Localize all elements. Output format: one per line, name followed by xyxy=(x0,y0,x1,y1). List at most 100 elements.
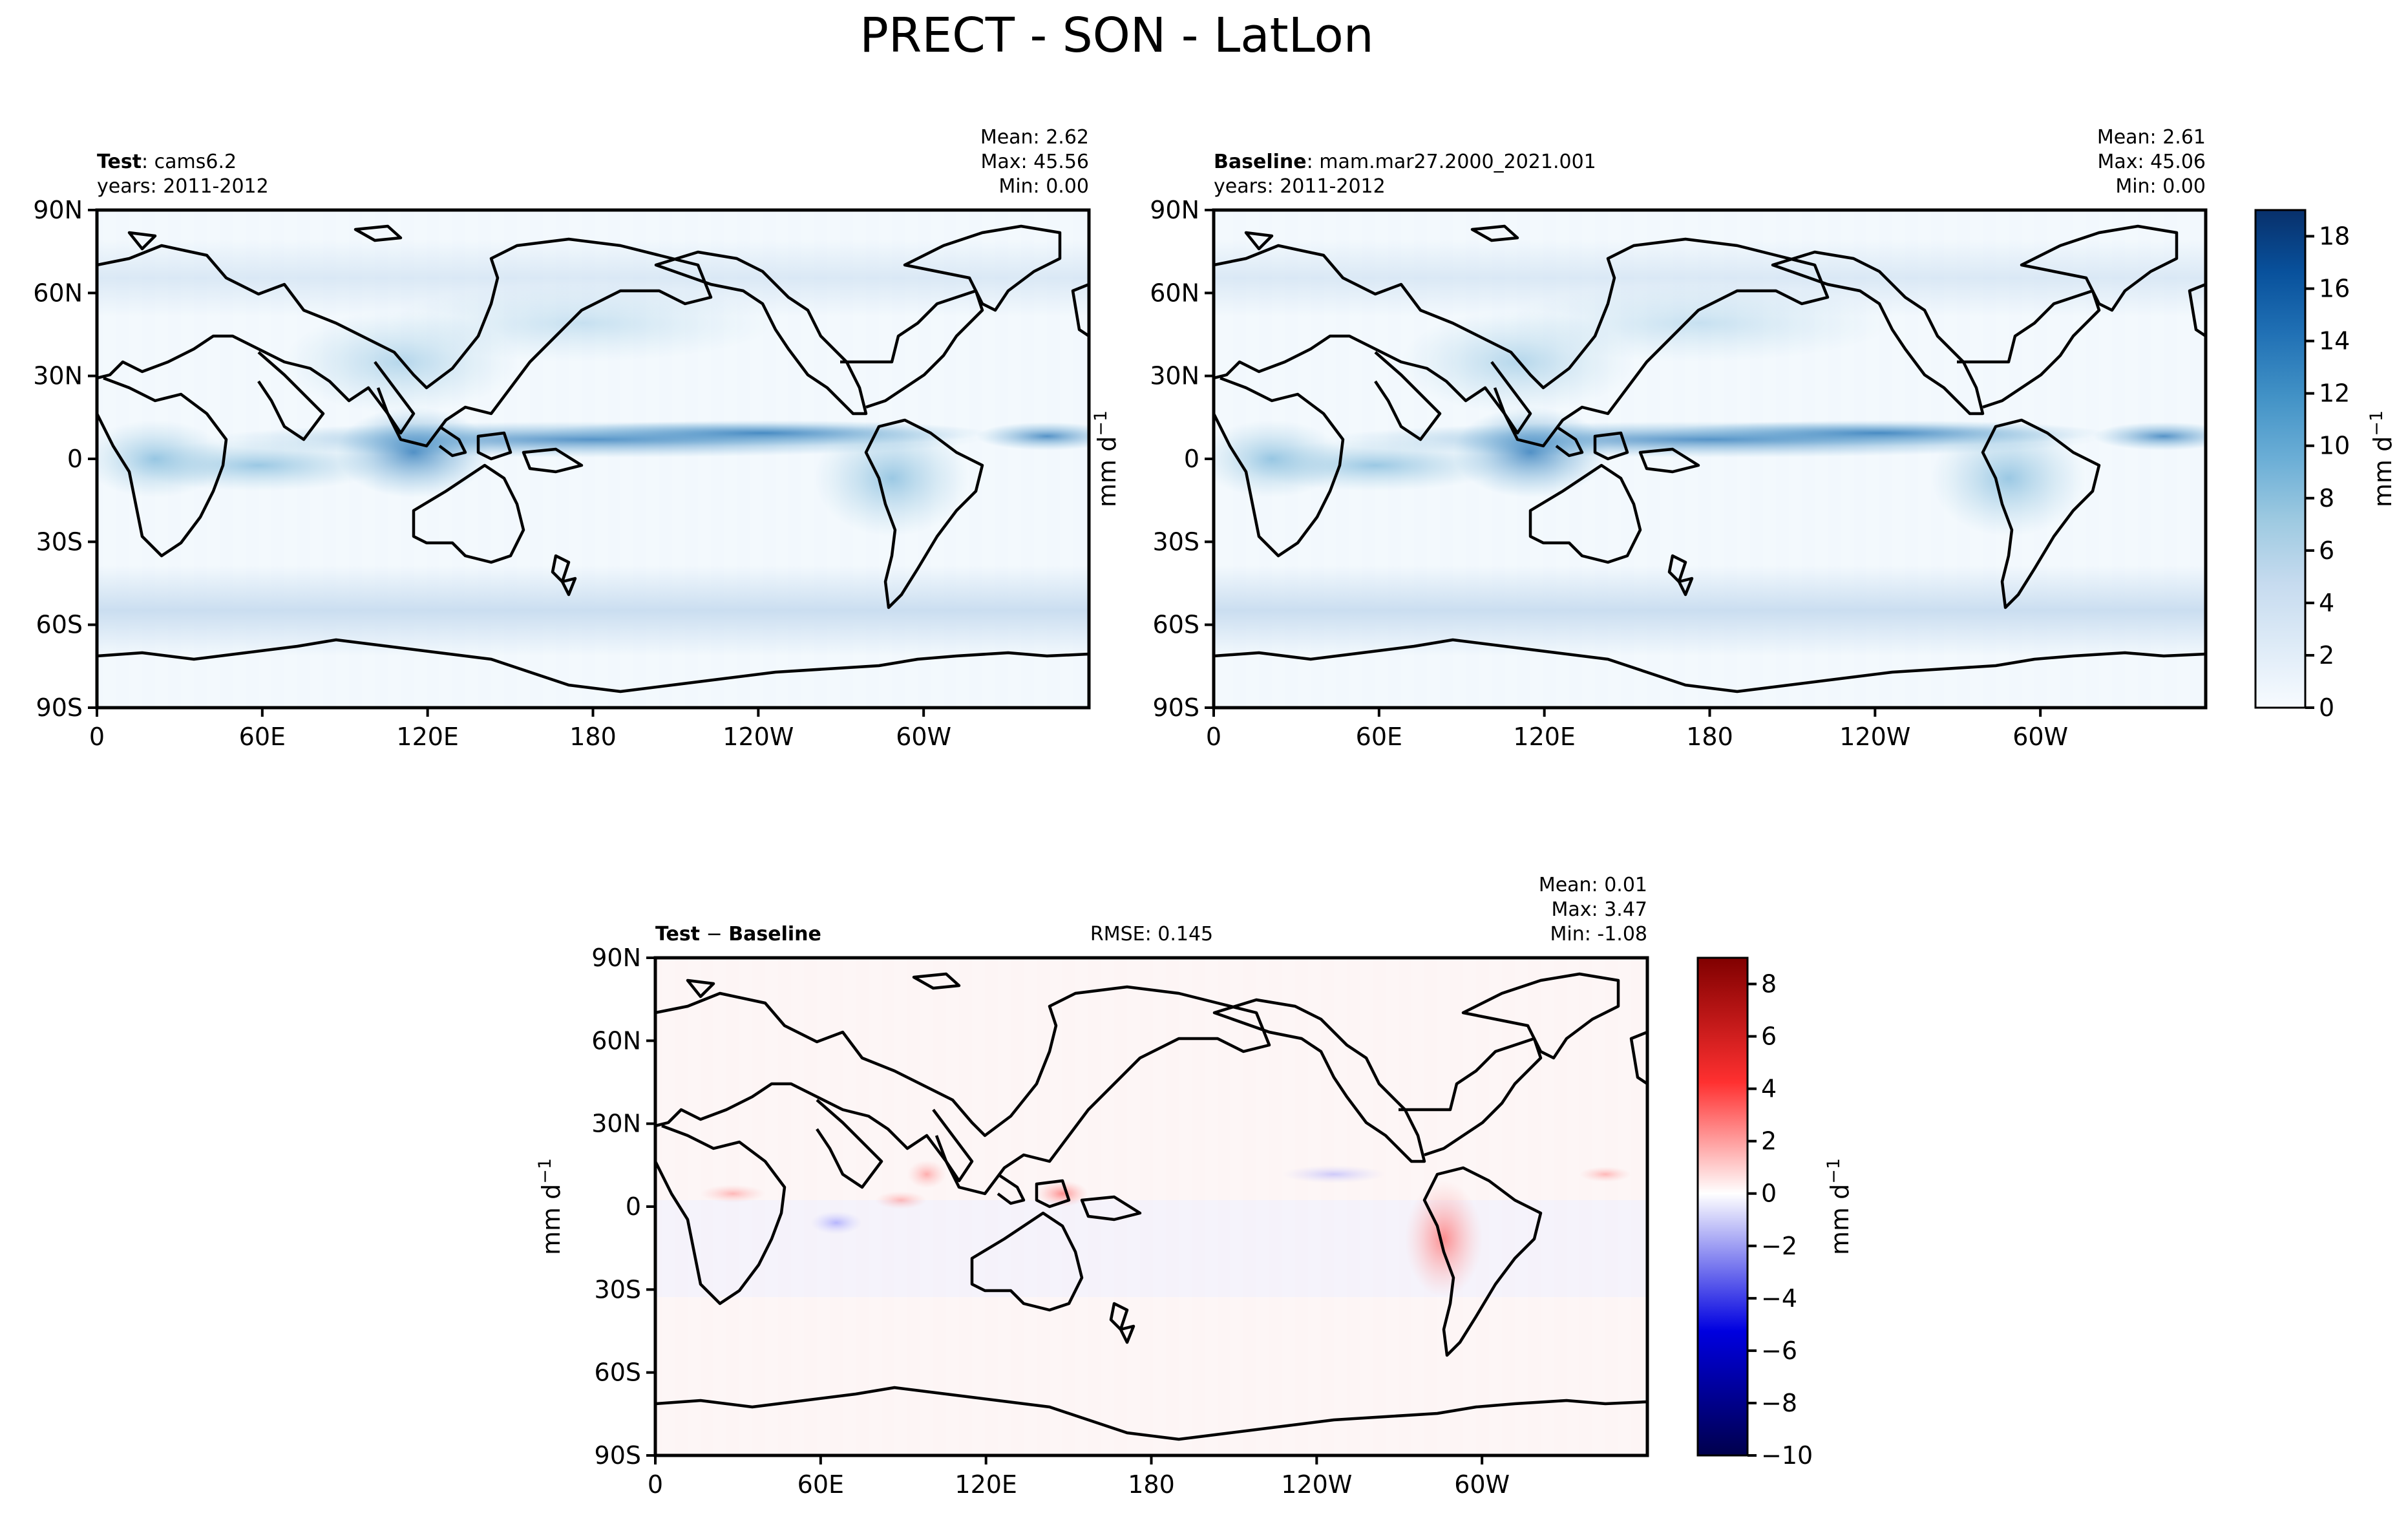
diff-cbar-tick-label: 2 xyxy=(1761,1127,1777,1156)
test-xtick-label: 120E xyxy=(396,723,459,751)
test-heatmap xyxy=(97,210,1089,708)
baseline-ytick-label: 60N xyxy=(1150,279,1199,307)
diff-y-axis: 90N 60N 30N 0 30S 60S 90S xyxy=(591,944,655,1470)
diff-cbar-tick-label: 0 xyxy=(1761,1179,1777,1208)
baseline-min: Min: 0.00 xyxy=(2115,175,2206,198)
test-years: years: 2011-2012 xyxy=(97,175,269,198)
precip-cbar-tick-label: 6 xyxy=(2319,536,2334,565)
diff-cbar-tick-label: −2 xyxy=(1761,1232,1797,1260)
diff-mean: Mean: 0.01 xyxy=(1539,874,1647,896)
diff-xtick-label: 180 xyxy=(1128,1470,1175,1499)
baseline-xtick-label: 60E xyxy=(1356,723,1402,751)
precip-cbar-tick-label: 14 xyxy=(2319,327,2350,355)
test-y-axis: 90N 60N 30N 0 30S 60S 90S xyxy=(33,196,97,722)
diff-colorbar-label: mm d−1 xyxy=(1824,1158,1854,1255)
baseline-max: Max: 45.06 xyxy=(2097,151,2206,173)
test-ytick-label: 30S xyxy=(36,527,83,556)
baseline-coastlines xyxy=(1214,224,2206,693)
test-x-axis: 0 60E 120E 180 120W 60W xyxy=(89,708,951,751)
diff-ytick-label: 30S xyxy=(595,1275,641,1304)
diff-cbar-tick-label: −8 xyxy=(1761,1389,1797,1417)
diff-heatmap xyxy=(655,958,1647,1455)
precip-colorbar-bar xyxy=(2254,209,2307,709)
diff-colorbar-ticks: −10 −8 −6 −4 −2 0 2 4 6 8 xyxy=(1748,970,1813,1470)
figure-title: PRECT - SON - LatLon xyxy=(860,8,1373,63)
diff-cbar-tick-label: 8 xyxy=(1761,970,1777,999)
baseline-xtick-label: 180 xyxy=(1686,723,1733,751)
baseline-heatmap xyxy=(1214,210,2206,708)
precip-colorbar-label: mm d−1 xyxy=(2367,410,2397,507)
test-max: Max: 45.56 xyxy=(980,151,1089,173)
diff-ytick-label: 90N xyxy=(591,944,641,972)
baseline-ytick-label: 90S xyxy=(1153,693,1199,722)
test-ylabel: mm d−1 xyxy=(1091,410,1121,507)
baseline-mean: Mean: 2.61 xyxy=(2097,126,2206,149)
test-xtick-label: 0 xyxy=(89,723,105,751)
baseline-label: Baseline: mam.mar27.2000_2021.001 xyxy=(1214,151,1596,173)
baseline-ytick-label: 90N xyxy=(1150,196,1199,224)
precip-cbar-tick-label: 8 xyxy=(2319,484,2334,513)
baseline-xtick-label: 0 xyxy=(1206,723,1221,751)
test-ytick-label: 90S xyxy=(36,693,83,722)
precip-cbar-tick-label: 10 xyxy=(2319,432,2350,460)
baseline-xtick-label: 120W xyxy=(1839,723,1910,751)
diff-xtick-label: 60W xyxy=(1454,1470,1510,1499)
test-label: Test: cams6.2 xyxy=(97,151,237,173)
diff-panel: Test − Baseline RMSE: 0.145 Mean: 0.01 M… xyxy=(535,874,1649,1499)
diff-xtick-label: 0 xyxy=(648,1470,663,1499)
baseline-panel: Baseline: mam.mar27.2000_2021.001 years:… xyxy=(1150,126,2208,751)
diff-x-axis: 0 60E 120E 180 120W 60W xyxy=(648,1455,1510,1499)
diff-colorbar-bar xyxy=(1696,957,1749,1457)
precip-cbar-tick-label: 4 xyxy=(2319,589,2334,617)
diff-cbar-tick-label: 6 xyxy=(1761,1022,1777,1051)
precip-cbar-tick-label: 16 xyxy=(2319,275,2350,303)
diff-cbar-tick-label: −4 xyxy=(1761,1284,1797,1313)
diff-cbar-tick-label: −10 xyxy=(1761,1441,1813,1470)
test-xtick-label: 60E xyxy=(239,723,286,751)
test-panel: Test: cams6.2 years: 2011-2012 Mean: 2.6… xyxy=(33,126,1121,751)
diff-ylabel: mm d−1 xyxy=(535,1158,565,1255)
diff-xtick-label: 120E xyxy=(955,1470,1017,1499)
diff-xtick-label: 60E xyxy=(797,1470,844,1499)
precip-cbar-tick-label: 12 xyxy=(2319,379,2350,408)
precip-colorbar-ticks: 0 2 4 6 8 10 12 14 16 18 xyxy=(2305,222,2350,722)
diff-cbar-tick-label: −6 xyxy=(1761,1337,1797,1365)
test-xtick-label: 180 xyxy=(569,723,617,751)
precip-colorbar: 0 2 4 6 8 10 12 14 16 18 mm d−1 xyxy=(2254,209,2397,722)
diff-colorbar: −10 −8 −6 −4 −2 0 2 4 6 8 mm d−1 xyxy=(1696,957,1854,1470)
diff-coastlines xyxy=(655,972,1647,1441)
precip-cbar-tick-label: 2 xyxy=(2319,641,2334,670)
precip-cbar-tick-label: 0 xyxy=(2319,693,2334,722)
baseline-years: years: 2011-2012 xyxy=(1214,175,1386,198)
diff-ytick-label: 30N xyxy=(591,1110,641,1138)
test-ytick-label: 60N xyxy=(33,279,83,307)
test-coastlines xyxy=(97,224,1089,693)
test-mean: Mean: 2.62 xyxy=(980,126,1089,149)
diff-cbar-tick-label: 4 xyxy=(1761,1075,1777,1103)
baseline-xtick-label: 60W xyxy=(2012,723,2068,751)
test-ytick-label: 30N xyxy=(33,362,83,390)
diff-xtick-label: 120W xyxy=(1281,1470,1352,1499)
diff-ytick-label: 90S xyxy=(595,1441,641,1470)
diff-rmse: RMSE: 0.145 xyxy=(1090,923,1213,946)
test-min: Min: 0.00 xyxy=(998,175,1089,198)
diff-min: Min: -1.08 xyxy=(1550,923,1648,946)
diff-ytick-label: 0 xyxy=(626,1192,641,1221)
diff-ytick-label: 60S xyxy=(595,1358,641,1387)
baseline-ytick-label: 30N xyxy=(1150,362,1199,390)
baseline-ytick-label: 0 xyxy=(1184,445,1199,473)
test-ytick-label: 90N xyxy=(33,196,83,224)
test-ytick-label: 0 xyxy=(67,445,83,473)
baseline-ytick-label: 30S xyxy=(1153,527,1199,556)
test-xtick-label: 60W xyxy=(896,723,951,751)
test-ytick-label: 60S xyxy=(36,611,83,639)
baseline-x-axis: 0 60E 120E 180 120W 60W xyxy=(1206,708,2068,751)
diff-max: Max: 3.47 xyxy=(1552,898,1647,921)
diff-ytick-label: 60N xyxy=(591,1026,641,1055)
precip-cbar-tick-label: 18 xyxy=(2319,222,2350,251)
baseline-y-axis: 90N 60N 30N 0 30S 60S 90S xyxy=(1150,196,1214,722)
test-xtick-label: 120W xyxy=(723,723,794,751)
baseline-ytick-label: 60S xyxy=(1153,611,1199,639)
diff-label: Test − Baseline xyxy=(655,923,821,946)
